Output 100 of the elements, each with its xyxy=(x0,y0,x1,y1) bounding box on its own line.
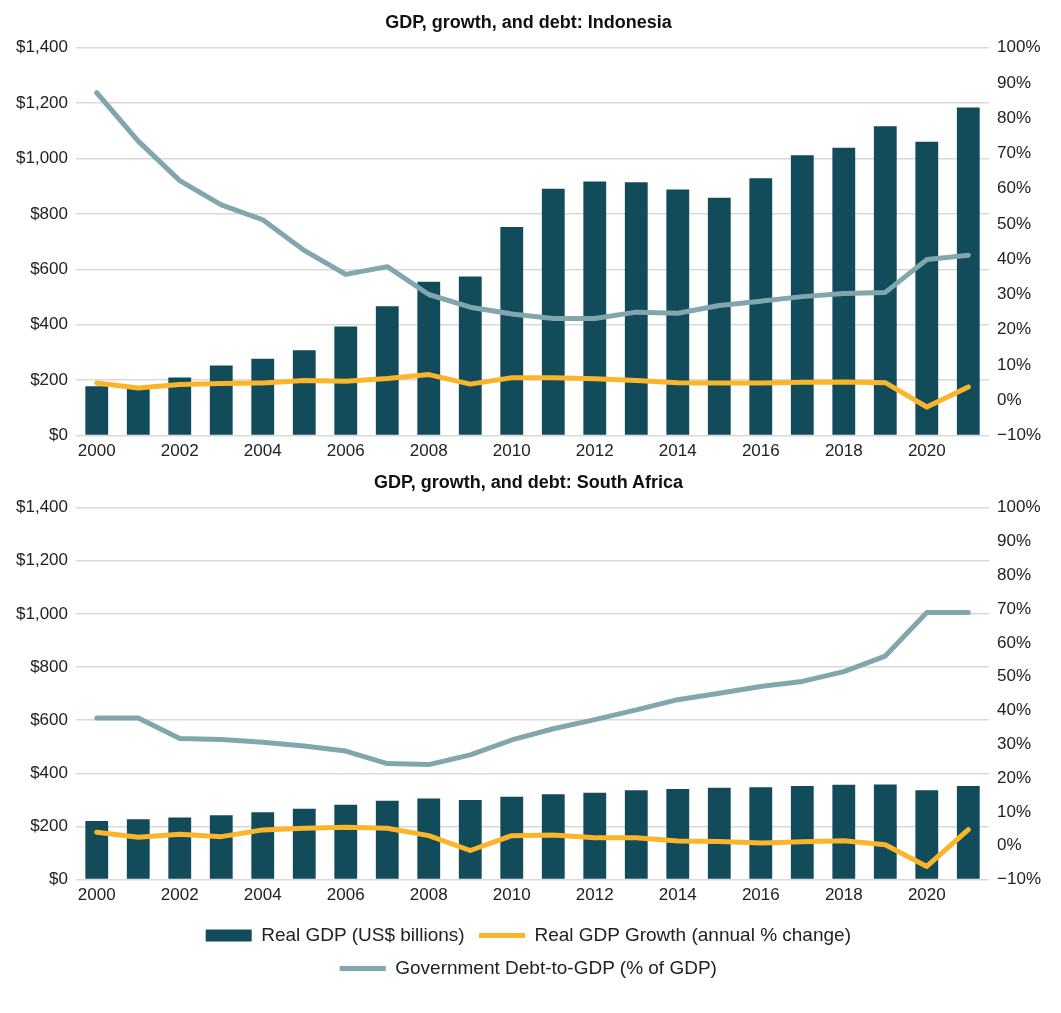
bar xyxy=(375,306,399,435)
y2-tick-label: 100% xyxy=(997,497,1041,517)
bar xyxy=(209,365,233,435)
y2-tick-label: −10% xyxy=(997,425,1041,445)
x-tick-label: 2010 xyxy=(492,885,531,905)
y2-tick-label: 60% xyxy=(997,178,1032,198)
bar xyxy=(334,326,358,435)
bar xyxy=(85,386,109,435)
bar xyxy=(334,804,358,879)
bar xyxy=(915,141,939,435)
bar xyxy=(126,819,150,879)
bar xyxy=(458,799,482,879)
bar xyxy=(873,126,897,435)
x-tick-label: 2020 xyxy=(907,441,946,461)
bar xyxy=(458,276,482,435)
bar xyxy=(624,790,648,879)
bar xyxy=(500,796,524,879)
x-tick-label: 2014 xyxy=(658,885,697,905)
x-tick-label: 2016 xyxy=(741,885,780,905)
legend-label: Real GDP Growth (annual % change) xyxy=(534,923,851,945)
bar xyxy=(749,787,773,879)
y-tick-label: $600 xyxy=(30,259,68,278)
legend-label: Government Debt-to-GDP (% of GDP) xyxy=(395,956,717,978)
x-tick-label: 2006 xyxy=(326,885,365,905)
y-tick-label: $1,400 xyxy=(16,37,68,57)
bar xyxy=(707,197,731,435)
bar xyxy=(583,792,607,879)
y2-tick-label: 0% xyxy=(997,390,1022,410)
bar xyxy=(666,189,690,435)
x-tick-label: 2002 xyxy=(160,885,199,905)
bar xyxy=(417,798,441,879)
y-tick-label: $400 xyxy=(30,314,68,334)
chart-title: GDP, growth, and debt: Indonesia xyxy=(385,11,673,32)
bar xyxy=(126,388,150,435)
bar xyxy=(790,155,814,435)
y-tick-label: $1,000 xyxy=(16,603,68,623)
bar xyxy=(168,377,192,435)
bar xyxy=(749,178,773,435)
chart-title: GDP, growth, and debt: South Africa xyxy=(373,471,684,492)
bar xyxy=(292,350,316,435)
x-tick-label: 2012 xyxy=(575,441,614,461)
y-tick-label: $200 xyxy=(30,816,68,836)
y2-tick-label: 0% xyxy=(997,835,1022,855)
legend-label: Real GDP (US$ billions) xyxy=(261,923,465,945)
y2-tick-label: 10% xyxy=(997,801,1032,821)
x-tick-label: 2006 xyxy=(326,441,365,461)
y-tick-label: $1,200 xyxy=(16,92,68,112)
y-tick-label: $0 xyxy=(49,425,68,445)
bar xyxy=(873,784,897,879)
y2-tick-label: 40% xyxy=(997,700,1032,720)
bar xyxy=(583,181,607,435)
y2-tick-label: 80% xyxy=(997,564,1032,584)
bar xyxy=(956,786,980,879)
bar xyxy=(624,182,648,435)
x-tick-label: 2004 xyxy=(243,885,282,905)
bar xyxy=(915,790,939,879)
bar xyxy=(541,188,565,435)
y2-tick-label: 20% xyxy=(997,319,1032,339)
x-tick-label: 2014 xyxy=(658,441,697,461)
bar xyxy=(956,107,980,435)
bar xyxy=(832,784,856,879)
bar xyxy=(790,786,814,879)
y-tick-label: $400 xyxy=(30,763,68,782)
y2-tick-label: 30% xyxy=(997,284,1032,304)
y2-tick-label: 50% xyxy=(997,666,1032,686)
y2-tick-label: 50% xyxy=(997,213,1032,233)
x-tick-label: 2004 xyxy=(243,441,282,461)
bar xyxy=(168,817,192,879)
x-tick-label: 2012 xyxy=(575,885,614,905)
y-tick-label: $1,200 xyxy=(16,550,68,570)
y-tick-label: $800 xyxy=(30,656,68,676)
x-tick-label: 2008 xyxy=(409,885,448,905)
y-tick-label: $1,000 xyxy=(16,148,68,168)
bar xyxy=(500,226,524,435)
bar xyxy=(707,787,731,879)
x-tick-label: 2020 xyxy=(907,885,946,905)
y-tick-label: $0 xyxy=(49,869,68,889)
x-tick-label: 2000 xyxy=(77,885,116,905)
bar xyxy=(292,808,316,879)
bar xyxy=(417,281,441,435)
y-tick-label: $600 xyxy=(30,709,68,729)
y-tick-label: $1,400 xyxy=(16,497,68,517)
x-tick-label: 2018 xyxy=(824,441,863,461)
y2-tick-label: 40% xyxy=(997,248,1032,268)
y2-tick-label: 70% xyxy=(997,598,1032,618)
y2-tick-label: 10% xyxy=(997,354,1032,374)
y2-tick-label: 20% xyxy=(997,767,1032,787)
y2-tick-label: 90% xyxy=(997,72,1032,92)
bar xyxy=(375,800,399,879)
y2-tick-label: 30% xyxy=(997,734,1032,754)
bar xyxy=(85,820,109,879)
y-tick-label: $200 xyxy=(30,369,68,389)
x-tick-label: 2018 xyxy=(824,885,863,905)
bar xyxy=(251,358,275,435)
y2-tick-label: −10% xyxy=(997,869,1041,889)
x-tick-label: 2010 xyxy=(492,441,531,461)
bar xyxy=(832,147,856,435)
y2-tick-label: 60% xyxy=(997,632,1032,652)
bar xyxy=(666,788,690,879)
x-tick-label: 2000 xyxy=(77,441,116,461)
